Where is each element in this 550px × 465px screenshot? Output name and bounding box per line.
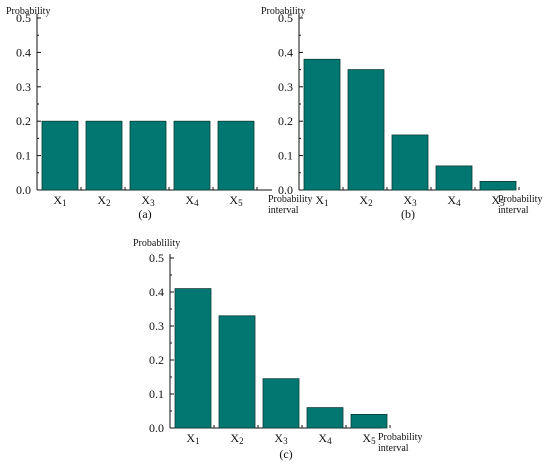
y-axis-label: Probability <box>261 6 305 17</box>
bar <box>174 288 212 429</box>
y-tick-label: 0.4 <box>149 285 164 299</box>
bar <box>347 69 385 191</box>
bar <box>129 120 167 191</box>
y-tick-label: 0.3 <box>16 80 31 94</box>
panel-label: (b) <box>401 207 415 221</box>
bar <box>303 58 341 191</box>
x-tick-label: X5 <box>362 431 376 446</box>
y-tick-label: 0.5 <box>278 11 293 25</box>
y-tick-label: 0.2 <box>278 114 293 128</box>
x-tick-label: X4 <box>318 431 332 446</box>
y-tick-label: 0.1 <box>16 149 31 163</box>
x-tick-label: X5 <box>229 193 243 208</box>
bar <box>85 120 123 191</box>
y-tick-label: 0.4 <box>278 45 293 59</box>
y-tick-label: 0.5 <box>16 11 31 25</box>
y-tick-label: 0.0 <box>278 183 293 197</box>
y-tick-label: 0.2 <box>149 353 164 367</box>
x-tick-label: X3 <box>274 431 288 446</box>
panel-label: (a) <box>138 207 151 221</box>
bar <box>435 165 473 191</box>
bar <box>350 413 388 429</box>
y-tick-label: 0.1 <box>149 387 164 401</box>
x-tick-label: X1 <box>315 193 328 208</box>
bar <box>391 134 429 191</box>
bar <box>218 315 256 429</box>
y-tick-label: 0.3 <box>278 80 293 94</box>
x-axis-label: Probability interval <box>378 432 422 454</box>
y-axis-label: Probablility <box>133 238 180 249</box>
x-tick-label: X4 <box>185 193 199 208</box>
y-tick-label: 0.2 <box>16 114 31 128</box>
x-tick-label: X4 <box>447 193 461 208</box>
x-axis-label: Probability interval <box>268 194 312 216</box>
x-tick-label: X2 <box>359 193 372 208</box>
bar <box>262 378 300 429</box>
chart-panel: 0.0 0.1 0.2 0.3 0.4 0.5 Probablility X1 X2 X3 X4 X5… <box>133 238 422 461</box>
y-tick-label: 0.5 <box>149 251 164 265</box>
bar <box>479 180 517 191</box>
x-tick-label: X1 <box>186 431 199 446</box>
x-tick-label: X2 <box>97 193 110 208</box>
x-tick-label: X2 <box>230 431 243 446</box>
y-tick-label: 0.3 <box>149 319 164 333</box>
bar <box>41 120 79 191</box>
bar <box>217 120 255 191</box>
x-axis-label: Probability interval <box>498 194 542 216</box>
y-tick-label: 0.0 <box>149 421 164 435</box>
bar <box>306 407 344 429</box>
y-tick-label: 0.1 <box>278 149 293 163</box>
x-tick-label: X3 <box>141 193 155 208</box>
x-tick-label: X1 <box>53 193 66 208</box>
y-tick-label: 0.0 <box>16 183 31 197</box>
x-tick-label: X3 <box>403 193 417 208</box>
bar <box>173 120 211 191</box>
y-axis-label: Probability <box>6 6 50 17</box>
y-tick-label: 0.4 <box>16 45 31 59</box>
x-tick-label: X5 <box>491 193 505 208</box>
panel-label: (c) <box>279 447 292 461</box>
